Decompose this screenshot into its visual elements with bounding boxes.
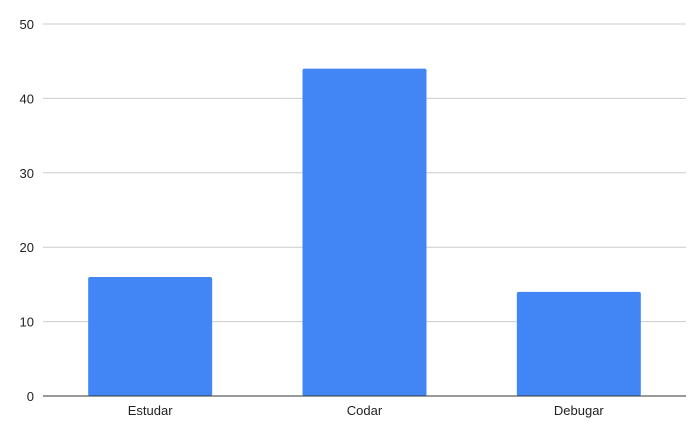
x-tick-label-estudar: Estudar xyxy=(128,403,173,418)
y-tick-label: 10 xyxy=(20,315,34,330)
bar-debugar xyxy=(516,291,641,396)
x-tick-label-codar: Codar xyxy=(347,403,383,418)
y-tick-label: 50 xyxy=(20,17,34,32)
x-axis-tick-labels: Estudar Codar Debugar xyxy=(128,403,605,418)
bar-codar xyxy=(302,68,427,396)
y-tick-label: 30 xyxy=(20,166,34,181)
bar-estudar xyxy=(88,276,213,396)
x-tick-label-debugar: Debugar xyxy=(554,403,605,418)
bars xyxy=(88,68,641,396)
y-tick-label: 40 xyxy=(20,91,34,106)
y-tick-label: 0 xyxy=(27,389,34,404)
y-tick-label: 20 xyxy=(20,240,34,255)
y-axis-tick-labels: 0 10 20 30 40 50 xyxy=(20,17,34,404)
